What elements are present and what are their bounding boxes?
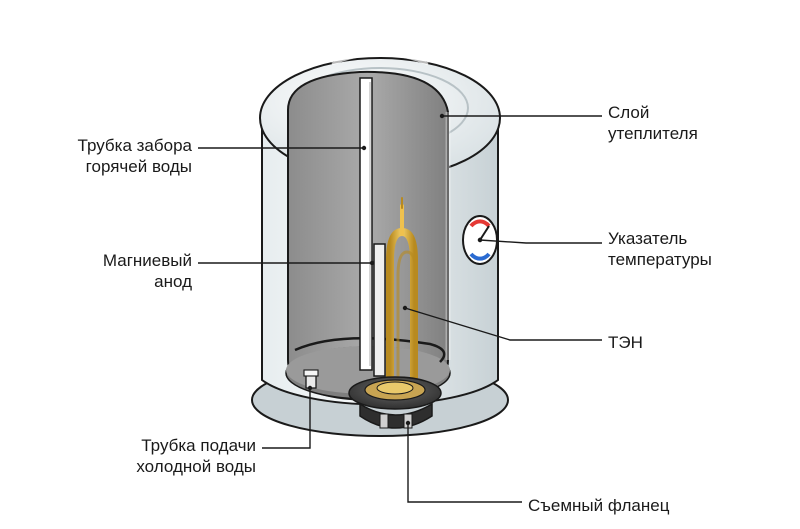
label-anode: Магниевый анод xyxy=(103,250,192,293)
label-cold-inlet: Трубка подачи холодной воды xyxy=(136,435,256,478)
label-gauge: Указатель температуры xyxy=(608,228,712,271)
magnesium-anode xyxy=(374,244,385,376)
label-hot-outlet: Трубка забора горячей воды xyxy=(78,135,192,178)
hot-water-pipe xyxy=(360,78,372,370)
label-flange: Съемный фланец xyxy=(528,495,669,516)
label-insulation: Слой утеплителя xyxy=(608,102,698,145)
cold-inlet-stub xyxy=(304,370,318,388)
label-heater: ТЭН xyxy=(608,332,643,353)
